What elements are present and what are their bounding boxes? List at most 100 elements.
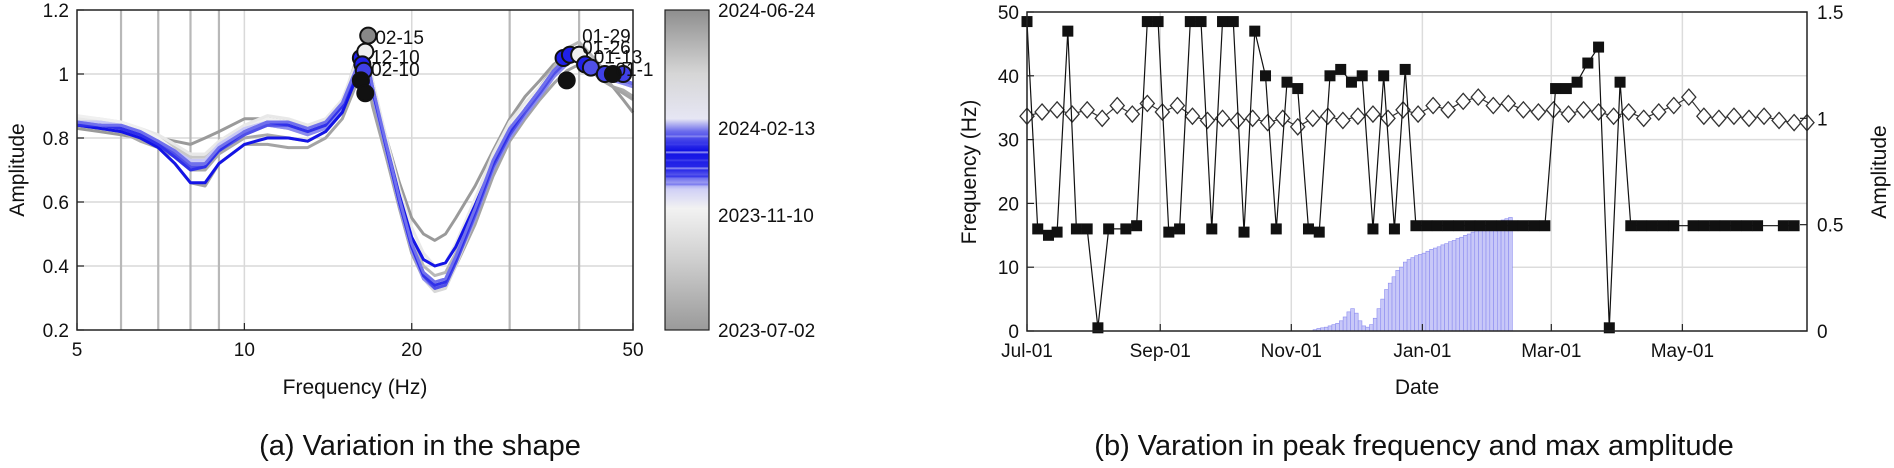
amplitude-marker [1350,107,1366,126]
peak-chart-frame [1026,11,1808,332]
amplitude-marker [1440,100,1457,119]
peak-chart-y2label: Amplitude [1868,125,1891,218]
amplitude-marker [1229,111,1246,130]
amplitude-marker [1304,109,1321,128]
frequency-marker [1249,25,1261,37]
amplitude-bar [1463,235,1468,332]
amplitude-marker [1109,96,1126,115]
peak-marker [557,71,576,90]
amplitude-bar [1399,266,1404,332]
peak-chart-ytick-label: 50 [998,3,1019,24]
amplitude-bar [1414,255,1419,332]
caption-b: (b) Varation in peak frequency and max a… [1094,430,1733,462]
shape-chart-frame [76,9,634,331]
frequency-marker [1281,76,1293,88]
amplitude-bar [1493,222,1498,332]
frequency-marker [1668,220,1680,232]
frequency-marker [1636,220,1648,232]
amplitude-bar [1474,229,1479,332]
amplitude-marker [1455,92,1472,111]
frequency-marker [1062,25,1074,37]
amplitude-bar [1440,244,1445,332]
amplitude-marker [1650,102,1667,121]
amplitude-bar [1485,225,1491,332]
amplitude-bar [1418,254,1423,332]
frequency-marker [1227,16,1239,28]
peak-date-label: 01-26 [582,38,631,59]
amplitude-bar [1425,250,1430,332]
frequency-marker [1741,220,1753,232]
amplitude-bar [1433,247,1438,332]
frequency-marker [1051,226,1063,238]
amplitude-bar [1406,259,1412,332]
amplitude-bar [1410,257,1415,332]
frequency-marker [1539,220,1551,232]
amplitude-marker [1515,100,1532,119]
shape-chart-ylabel: Amplitude [6,123,29,216]
amplitude-bar [1391,276,1397,332]
amplitude-bar [1354,312,1359,332]
amplitude-marker [1665,96,1682,115]
frequency-marker [1356,70,1368,82]
frequency-marker [1421,220,1433,232]
amplitude-marker [1530,102,1547,121]
peak-date-label: 02-15 [375,28,424,49]
peak-chart-ytick-label: 40 [998,67,1019,88]
frequency-marker [1302,223,1314,235]
frequency-marker [1206,223,1218,235]
amplitude-marker [1500,94,1517,113]
amplitude-bar [1335,323,1340,332]
amplitude-marker [1620,102,1637,121]
peak-chart-ytick-label: 0 [1008,322,1019,343]
amplitude-marker [1680,88,1697,107]
peak-chart-y2tick-label: 1 [1817,109,1828,130]
amplitude-bar [1369,324,1374,332]
peak-chart-xtick-label: Jul-01 [1001,341,1053,362]
amplitude-marker [1756,107,1772,126]
colorbar-gradient [664,9,710,331]
amplitude-bar [1459,236,1464,332]
frequency-marker [1719,220,1731,232]
amplitude-marker [1711,109,1727,128]
peak-chart-frequency-series [1021,16,1800,334]
frequency-marker [1195,16,1207,28]
peak-date-label: 01-1 [615,60,653,81]
frequency-marker [1378,70,1390,82]
amplitude-marker [1425,96,1441,115]
caption-a: (a) Variation in the shape [259,430,581,462]
frequency-marker [1752,220,1764,232]
amplitude-bar [1504,218,1509,332]
frequency-marker [1184,16,1196,28]
amplitude-marker [1590,102,1607,121]
frequency-marker [1174,223,1186,235]
amplitude-bar [1448,241,1453,332]
amplitude-bar [1478,228,1483,332]
peak-date-label: 01-13 [594,47,643,68]
amplitude-marker [1169,96,1186,115]
frequency-marker [1103,223,1115,235]
amplitude-bar [1331,324,1336,332]
frequency-marker [1464,220,1476,232]
shape-chart-xtick-label: 50 [622,340,643,361]
peak-chart-xlabel: Date [1395,376,1439,399]
date-colorbar: 2024-06-24 2024-02-13 2023-11-10 2023-07… [664,1,816,342]
peak-chart-ticks: 0 10 20 30 40 50 0 0.5 1 1.5 Jul-01 Sep-01 Nov-01 Jan… [998,3,1844,362]
amplitude-bar [1508,217,1513,332]
amplitude-bar [1466,233,1472,332]
amplitude-bar [1339,320,1344,332]
peak-chart: 0 10 20 30 40 50 0 0.5 1 1.5 Jul-01 Sep-01 Nov-01 Jan… [958,3,1891,399]
amplitude-bar [1451,240,1457,332]
peak-chart-ylabel: Frequency (Hz) [958,100,981,245]
amplitude-marker [1289,117,1306,136]
peak-marker [603,65,622,83]
frequency-marker [1081,223,1093,235]
frequency-marker [1709,220,1721,232]
peak-chart-ytick-label: 20 [998,194,1019,215]
amplitude-marker [1259,113,1276,132]
amplitude-marker [1335,111,1351,130]
amplitude-bar [1500,219,1506,332]
peak-chart-y2tick-label: 1.5 [1817,3,1843,24]
shape-chart-xlabel: Frequency (Hz) [283,376,428,399]
